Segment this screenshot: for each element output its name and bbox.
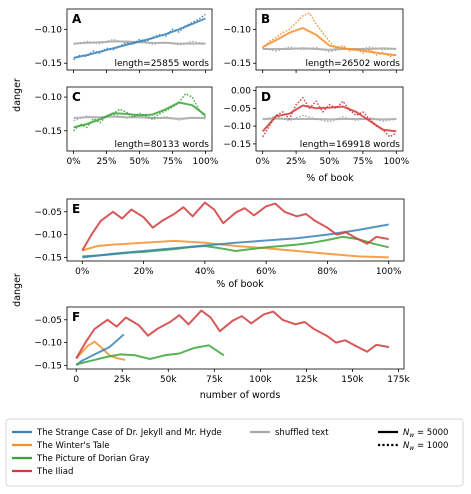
ytick-label-C-0: −0.15 — [34, 127, 62, 137]
ytick-label-F-1: −0.10 — [34, 339, 62, 349]
xtick-label-C-0: 0% — [66, 157, 81, 167]
ytick-label-A-1: −0.10 — [34, 25, 62, 35]
panel-A-series — [73, 13, 206, 61]
panel-E-series — [81, 201, 389, 259]
legend-label-iliad: The Iliad — [36, 467, 73, 477]
panel-annotation-A: length=25855 words — [114, 59, 209, 69]
xtick-label-E-5: 100% — [376, 267, 402, 277]
series-D-iliad-solid — [261, 104, 397, 133]
ylabel-top: danger — [12, 78, 23, 112]
legend-box — [5, 418, 464, 487]
ytick-label-A-0: −0.15 — [34, 59, 62, 69]
xtick-label-F-7: 175k — [387, 375, 410, 385]
legend-label-dorian: The Picture of Dorian Gray — [36, 454, 150, 464]
panel-D: −0.15 −0.10 −0.05 0.00 0% 25% 50% 75% 100% Dlengt… — [223, 87, 409, 167]
series-E-iliad-solid — [81, 201, 389, 252]
panel-letter-C: C — [72, 90, 81, 104]
series-D-shuffled-solid — [262, 117, 397, 121]
ytick-label-F-0: −0.15 — [34, 361, 62, 371]
xtick-label-D-1: 25% — [286, 157, 306, 167]
panel-E-frame — [66, 198, 405, 262]
xlabel-top: % of book — [306, 173, 354, 184]
panel-F-series — [75, 309, 390, 367]
panel-letter-D: D — [261, 90, 271, 104]
xtick-label-F-5: 125k — [295, 375, 318, 385]
legend-style-dotted-label: Nw = 1000 — [403, 441, 448, 452]
xtick-label-E-1: 20% — [134, 267, 154, 277]
ytick-label-C-1: −0.10 — [34, 93, 62, 103]
series-C-dorian-dotted — [73, 92, 206, 132]
panel-annotation-B: length=26502 words — [305, 59, 400, 69]
series-C-dorian-solid — [73, 101, 207, 129]
series-B-shuffled-solid — [262, 47, 397, 51]
series-E-jekyll-solid — [82, 223, 389, 259]
xtick-label-F-4: 100k — [249, 375, 272, 385]
ytick-label-E-1: −0.10 — [34, 231, 62, 241]
legend-label-winters: The Winter's Tale — [36, 441, 110, 451]
xtick-label-F-1: 25k — [114, 375, 131, 385]
xtick-label-D-2: 50% — [319, 157, 339, 167]
ytick-label-B-0: −0.15 — [223, 59, 251, 69]
panel-letter-B: B — [261, 12, 270, 26]
series-A-jekyll-solid — [73, 17, 206, 59]
panel-D-series — [261, 96, 397, 138]
xtick-label-E-2: 40% — [195, 267, 215, 277]
ytick-label-E-2: −0.05 — [34, 208, 62, 218]
ytick-label-B-1: −0.10 — [223, 25, 251, 35]
panel-letter-F: F — [72, 310, 80, 324]
xtick-label-F-3: 75k — [206, 375, 223, 385]
legend-style-solid-label: Nw = 5000 — [403, 428, 448, 439]
panel-letter-A: A — [72, 12, 82, 26]
series-D-iliad-dotted — [262, 96, 397, 138]
series-C-shuffled-solid — [73, 115, 206, 120]
ytick-label-D-1: −0.10 — [223, 122, 251, 132]
ytick-label-F-2: −0.05 — [34, 316, 62, 326]
series-F-dorian-solid — [75, 344, 225, 366]
ytick-label-D-3: 0.00 — [231, 87, 251, 97]
xtick-label-D-4: 100% — [383, 157, 409, 167]
xtick-label-E-4: 80% — [317, 267, 337, 277]
series-B-winters-solid — [262, 27, 397, 57]
xtick-label-E-3: 60% — [256, 267, 276, 277]
ytick-label-E-0: −0.15 — [34, 253, 62, 263]
panel-F-frame — [66, 306, 405, 370]
panel-C-series — [73, 92, 207, 132]
xtick-label-F-0: 0 — [73, 375, 79, 385]
xtick-label-F-2: 50k — [160, 375, 177, 385]
xtick-label-D-3: 75% — [353, 157, 373, 167]
panel-letter-E: E — [72, 202, 80, 216]
xtick-label-F-6: 150k — [341, 375, 364, 385]
series-F-iliad-solid — [75, 309, 390, 360]
xtick-label-C-4: 100% — [193, 157, 219, 167]
series-F-jekyll-solid — [75, 333, 125, 367]
xtick-label-E-0: 0% — [75, 267, 90, 277]
legend-label-jekyll: The Strange Case of Dr. Jekyll and Mr. H… — [36, 428, 222, 438]
ytick-label-D-0: −0.15 — [223, 140, 251, 150]
panel-annotation-D: length=169918 words — [300, 140, 401, 150]
xlabel-F: number of words — [200, 390, 281, 401]
ylabel-mid: danger — [12, 273, 23, 307]
ytick-label-D-2: −0.05 — [223, 104, 251, 114]
xtick-label-C-2: 50% — [129, 157, 149, 167]
xlabel-E: % of book — [216, 279, 264, 290]
series-F-winters-solid — [75, 340, 126, 361]
panel-annotation-C: length=80133 words — [114, 140, 209, 150]
xtick-label-C-3: 75% — [162, 157, 182, 167]
legend-label-shuffled: shuffled text — [275, 428, 329, 438]
xtick-label-C-1: 25% — [97, 157, 117, 167]
panel-B-series — [262, 12, 397, 58]
panel-E: −0.15 −0.10 −0.05 0% 20% 40% 60% 80% 100% E — [34, 198, 405, 277]
xtick-label-D-0: 0% — [256, 157, 271, 167]
legend: The Strange Case of Dr. Jekyll and Mr. H… — [5, 418, 464, 487]
panel-F: −0.15 −0.10 −0.05 0 25k 50k 75k 100k 125k 150k 175… — [34, 306, 410, 385]
